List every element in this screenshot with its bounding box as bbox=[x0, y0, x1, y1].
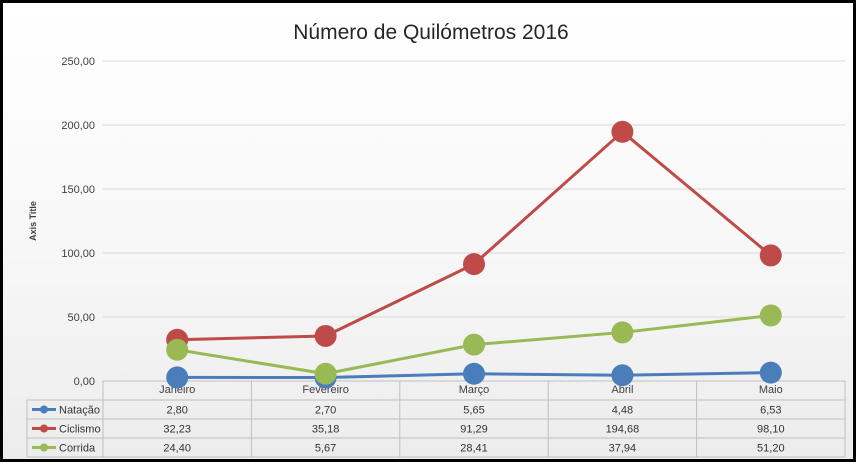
y-tick-label: 250,00 bbox=[61, 56, 95, 68]
data-point bbox=[166, 338, 189, 361]
legend-key-marker bbox=[40, 424, 48, 433]
table-cell-value: 5,67 bbox=[315, 443, 336, 455]
table-cell-value: 51,20 bbox=[757, 443, 785, 455]
table-cell-value: 24,40 bbox=[163, 443, 191, 455]
data-point bbox=[759, 361, 782, 384]
table-cell-value: 32,23 bbox=[163, 424, 191, 436]
data-point bbox=[463, 333, 485, 356]
chart-canvas: Número de Quilómetros 2016 Axis Title 0,… bbox=[26, 21, 846, 458]
series-lines bbox=[166, 120, 782, 389]
series-Ciclismo bbox=[166, 120, 782, 351]
data-point bbox=[166, 366, 189, 389]
table-cell-value: 98,10 bbox=[757, 424, 785, 436]
chart-title: Número de Quilómetros 2016 bbox=[293, 21, 568, 44]
y-tick-label: 100,00 bbox=[61, 248, 95, 260]
table-cell-value: 28,41 bbox=[460, 443, 488, 455]
table-cell-value: 37,94 bbox=[609, 443, 637, 455]
data-point bbox=[759, 304, 782, 327]
data-point bbox=[611, 120, 634, 143]
x-category-label: Janeiro bbox=[159, 384, 195, 396]
series-name-label: Natação bbox=[59, 405, 100, 417]
x-category-label: Abril bbox=[611, 384, 633, 396]
y-axis-title: Axis Title bbox=[28, 201, 38, 241]
y-tick-label: 150,00 bbox=[61, 184, 95, 196]
y-tick-label: 50,00 bbox=[67, 312, 95, 324]
data-point bbox=[611, 364, 634, 387]
series-line bbox=[177, 130, 772, 342]
data-table: Janeiro Fevereiro Março Abril Maio Natação 2,8… bbox=[26, 380, 846, 458]
data-point bbox=[759, 244, 782, 267]
series-name-label: Ciclismo bbox=[59, 424, 101, 436]
data-point bbox=[314, 362, 337, 385]
grid-lines bbox=[103, 60, 845, 382]
table-cell-value: 35,18 bbox=[312, 424, 340, 436]
legend-key-marker bbox=[40, 405, 48, 414]
legend-key-marker bbox=[40, 443, 48, 452]
series-name-label: Corrida bbox=[59, 443, 96, 455]
series-Natação bbox=[166, 361, 782, 389]
y-axis-ticks: 0,00 50,00 100,00 150,00 200,00 250,00 bbox=[61, 56, 95, 388]
table-cell-value: 4,48 bbox=[612, 405, 633, 417]
series-Corrida bbox=[166, 304, 782, 385]
data-point bbox=[463, 253, 485, 276]
table-cell-value: 2,70 bbox=[315, 405, 336, 417]
data-point bbox=[463, 362, 485, 385]
table-cell-value: 91,29 bbox=[460, 424, 488, 436]
table-cell-value: 6,53 bbox=[760, 405, 781, 417]
x-category-label: Março bbox=[459, 384, 490, 396]
table-cell-value: 2,80 bbox=[166, 405, 187, 417]
x-category-label: Maio bbox=[759, 384, 783, 396]
table-cell-value: 5,65 bbox=[463, 405, 484, 417]
data-point bbox=[314, 324, 337, 347]
table-cell-value: 194,68 bbox=[606, 424, 640, 436]
x-category-label: Fevereiro bbox=[302, 384, 348, 396]
y-tick-label: 0,00 bbox=[74, 376, 95, 388]
y-tick-label: 200,00 bbox=[61, 120, 95, 132]
data-point bbox=[611, 321, 634, 344]
